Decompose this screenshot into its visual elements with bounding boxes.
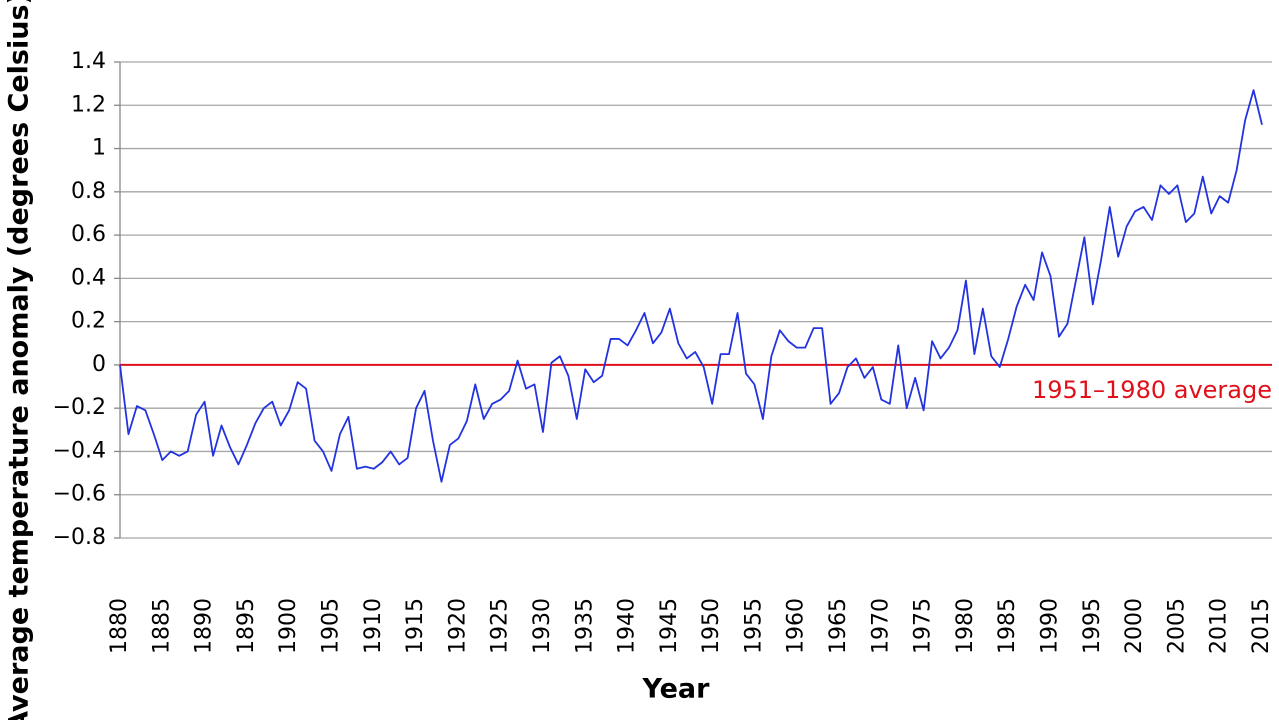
x-tick-label: 2010 xyxy=(1207,598,1232,654)
y-tick-label: 1 xyxy=(92,136,106,161)
x-tick-label: 1925 xyxy=(488,598,513,654)
x-tick-label: 2015 xyxy=(1249,598,1274,654)
x-tick-label: 1955 xyxy=(741,598,766,654)
y-tick-label: 1.4 xyxy=(71,49,106,74)
y-tick-label: 0 xyxy=(92,352,106,377)
x-tick-label: 1905 xyxy=(318,598,343,654)
x-tick-label: 1915 xyxy=(403,598,428,654)
x-tick-label: 1990 xyxy=(1038,598,1063,654)
y-tick-label: 1.2 xyxy=(71,92,106,117)
x-tick-label: 2005 xyxy=(1164,598,1189,654)
y-tick-label: −0.8 xyxy=(53,525,106,550)
x-tick-label: 1880 xyxy=(107,598,132,654)
y-axis-title: Average temperature anomaly (degrees Cel… xyxy=(4,0,35,720)
x-tick-label: 2000 xyxy=(1122,598,1147,654)
x-tick-label: 1960 xyxy=(784,598,809,654)
y-tick-label: −0.2 xyxy=(53,395,106,420)
x-tick-label: 1890 xyxy=(192,598,217,654)
y-tick-label: 0.6 xyxy=(71,222,106,247)
y-tick-label: −0.6 xyxy=(53,482,106,507)
x-tick-label: 1970 xyxy=(868,598,893,654)
x-tick-label: 1910 xyxy=(361,598,386,654)
x-tick-label: 1980 xyxy=(953,598,978,654)
reference-label: 1951–1980 average xyxy=(1032,376,1272,404)
x-tick-label: 1940 xyxy=(615,598,640,654)
x-tick-label: 1995 xyxy=(1080,598,1105,654)
y-tick-label: 0.8 xyxy=(71,179,106,204)
x-tick-label: 1930 xyxy=(530,598,555,654)
x-axis-title: Year xyxy=(642,674,711,705)
x-tick-label: 1965 xyxy=(826,598,851,654)
x-tick-label: 1950 xyxy=(699,598,724,654)
y-tick-label: 0.2 xyxy=(71,309,106,334)
x-tick-label: 1985 xyxy=(995,598,1020,654)
x-tick-label: 1945 xyxy=(657,598,682,654)
y-tick-label: −0.4 xyxy=(53,438,106,463)
x-tick-label: 1935 xyxy=(572,598,597,654)
x-tick-label: 1975 xyxy=(911,598,936,654)
x-tick-label: 1920 xyxy=(445,598,470,654)
x-tick-label: 1900 xyxy=(276,598,301,654)
x-tick-label: 1895 xyxy=(234,598,259,654)
x-tick-label: 1885 xyxy=(149,598,174,654)
y-tick-label: 0.4 xyxy=(71,265,106,290)
data-line xyxy=(119,89,1263,483)
